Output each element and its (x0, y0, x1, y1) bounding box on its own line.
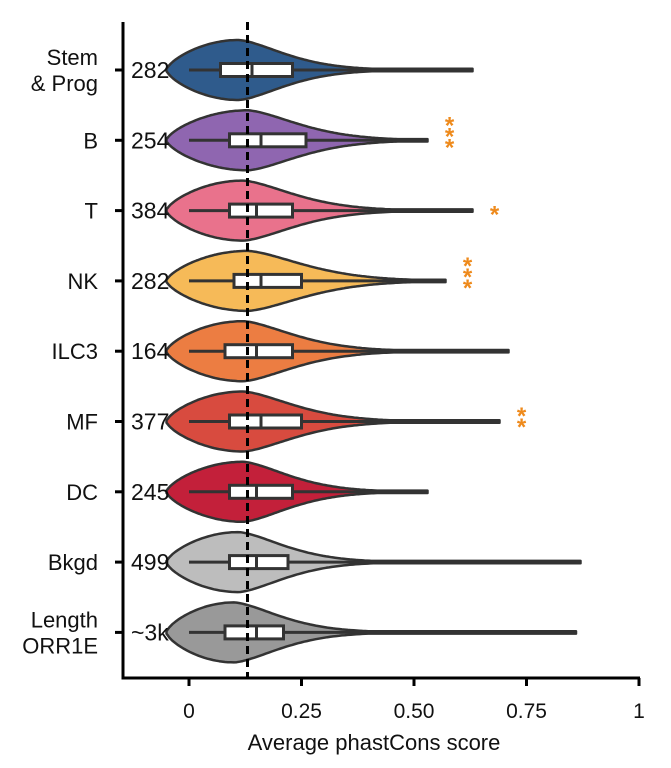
significance-star-5-1: * (517, 414, 527, 441)
count-label-5: 377 (131, 409, 169, 435)
box-8 (223, 624, 285, 641)
x-tick-label-1: 0.25 (281, 700, 322, 723)
count-label-4: 164 (131, 338, 170, 364)
significance-star-3-0: * (463, 253, 473, 280)
x-tick-label-0: 0 (183, 700, 195, 723)
significance-star-3-1: * (463, 264, 473, 291)
axes-layer: 0 0.25 0.50 0.75 1 (115, 22, 645, 723)
category-label-3-0: NK (67, 269, 98, 294)
box-2 (228, 202, 294, 219)
count-label-1: 254 (131, 127, 170, 153)
count-label-3: 282 (131, 268, 169, 294)
box-5 (228, 413, 303, 430)
category-label-8-0: Length (31, 607, 98, 632)
count-label-0: 282 (131, 57, 169, 83)
count-label-8: ~3k (131, 619, 169, 645)
count-label-2: 384 (131, 198, 170, 224)
significance-star-1-2: * (445, 134, 455, 161)
box-6 (228, 483, 294, 500)
x-tick-label-3: 0.75 (506, 700, 547, 723)
significance-star-1-0: * (445, 112, 455, 139)
x-axis-title: Average phastCons score (248, 730, 501, 755)
category-label-2-0: T (85, 199, 98, 224)
violins-layer (165, 38, 582, 664)
category-label-8-1: ORR1E (22, 633, 98, 658)
x-tick-label-2: 0.50 (394, 700, 435, 723)
category-label-5-0: MF (66, 410, 98, 435)
category-label-0-0: Stem (47, 45, 98, 70)
category-label-7-0: Bkgd (48, 550, 98, 575)
significance-star-1-1: * (445, 123, 455, 150)
box-4 (223, 343, 294, 360)
box-0 (219, 62, 294, 78)
x-tick-label-4: 1 (633, 700, 645, 723)
category-label-1-0: B (83, 128, 98, 153)
count-label-6: 245 (131, 479, 169, 505)
category-label-6-0: DC (66, 480, 98, 505)
box-7 (228, 554, 290, 571)
category-label-4-0: ILC3 (52, 339, 98, 364)
count-label-7: 499 (131, 549, 169, 575)
significance-star-3-2: * (463, 275, 473, 302)
significance-star-5-0: * (517, 403, 527, 430)
box-3 (232, 272, 303, 289)
box-1 (228, 132, 308, 149)
significance-star-2-0: * (490, 202, 500, 229)
category-label-0-1: & Prog (31, 71, 98, 96)
